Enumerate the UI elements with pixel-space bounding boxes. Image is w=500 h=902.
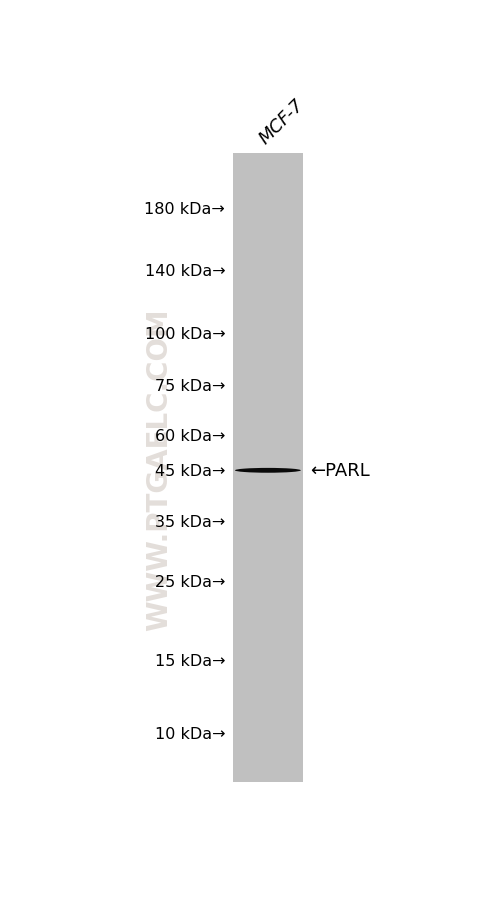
- Text: 75 kDa→: 75 kDa→: [155, 379, 225, 393]
- Text: ←PARL: ←PARL: [310, 462, 370, 480]
- Text: MCF-7: MCF-7: [255, 96, 307, 148]
- Text: 35 kDa→: 35 kDa→: [155, 514, 225, 529]
- Ellipse shape: [235, 468, 301, 474]
- Text: 45 kDa→: 45 kDa→: [155, 464, 225, 478]
- Text: 140 kDa→: 140 kDa→: [144, 264, 225, 279]
- Text: 60 kDa→: 60 kDa→: [155, 428, 225, 444]
- Text: 15 kDa→: 15 kDa→: [155, 653, 225, 667]
- Text: WWW.PTGAELC.COM: WWW.PTGAELC.COM: [146, 308, 174, 630]
- Text: 180 kDa→: 180 kDa→: [144, 201, 225, 216]
- Bar: [233, 153, 303, 782]
- Text: 10 kDa→: 10 kDa→: [155, 726, 225, 741]
- Text: 25 kDa→: 25 kDa→: [155, 575, 225, 589]
- Text: 100 kDa→: 100 kDa→: [144, 327, 225, 342]
